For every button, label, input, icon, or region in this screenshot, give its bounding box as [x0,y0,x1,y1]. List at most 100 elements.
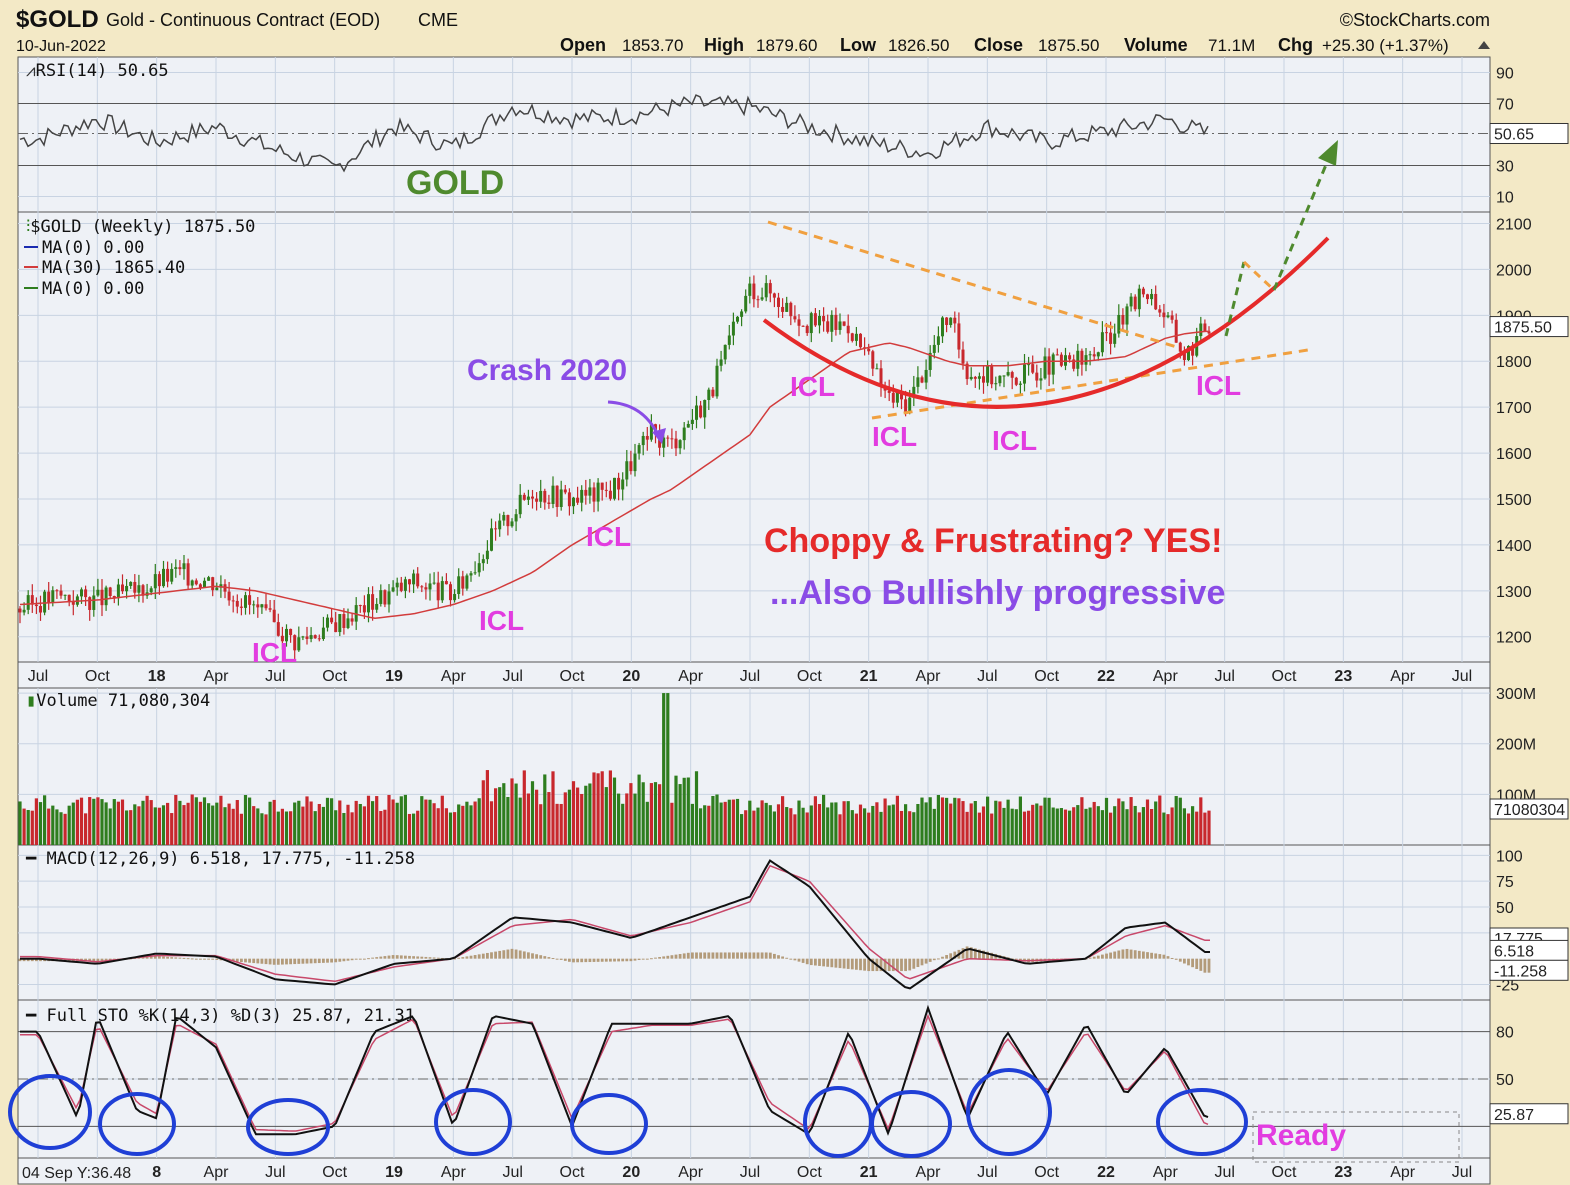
macd-histogram-bar [625,958,629,962]
volume-bar [100,799,104,845]
candle-body [1084,355,1088,365]
volume-bar [592,772,596,845]
x-label: Apr [916,668,942,685]
volume-bar [682,777,686,845]
macd-histogram-bar [846,958,850,969]
macd-histogram-bar [953,951,957,959]
volume-bar [465,801,469,845]
x-label-bottom: 19 [385,1164,403,1181]
macd-histogram-bar [818,958,821,966]
candle-body [1187,346,1190,361]
candle-body [604,489,608,491]
macd-histogram-bar [973,948,977,959]
macd-histogram-bar [744,952,748,959]
candle-body [1207,331,1211,334]
x-label: 18 [148,668,166,685]
volume-last-value-box [1489,798,1569,820]
macd-last-text: 6.518 [1494,943,1534,960]
x-label: Jul [502,668,522,685]
rsi-ytick: 70 [1496,97,1514,114]
instrument-name: Gold - Continuous Contract (EOD) [106,10,380,30]
candle-body [170,568,174,582]
candle-body [768,283,772,294]
candle-body [280,635,284,642]
macd-histogram-bar [1010,958,1014,960]
candle-body [543,490,547,503]
macd-histogram-bar [473,955,477,959]
y-axis-ticks: 9070301021002000190018001700160015001400… [1489,66,1569,1125]
volume-bar [125,810,129,845]
candle-body [481,559,485,564]
volume-bar [252,806,256,845]
macd-histogram-bar [391,955,395,959]
projection-arrow-head [1318,140,1338,166]
candle-body [395,582,399,588]
macd-histogram-bar [281,958,284,965]
volume-bar [781,796,785,845]
candle-body [613,477,616,499]
candle-body [289,628,293,636]
macd-histogram-bar [293,958,297,965]
volume-bar [1080,797,1084,845]
macd-histogram-bar [194,958,198,960]
candle-body [711,389,715,397]
volume-bar [198,801,202,845]
rsi-series [19,94,1209,173]
volume-bar [1162,812,1166,845]
candle-body [321,627,325,639]
candle-body [785,302,789,312]
macd-histogram-bar [1154,953,1158,959]
candle-body [994,383,998,385]
volume-bar [502,783,506,845]
macd-histogram-bar [1117,950,1121,959]
macd-histogram-bar [371,957,374,959]
candle-body [608,490,612,499]
volume-bar [1137,812,1141,845]
macd-histogram-bar [883,958,887,972]
candle-body [703,399,707,418]
macd-histogram-bar [379,956,383,959]
crash-arrow-head [652,428,666,444]
volume-bar [469,805,473,845]
volume-bar [207,803,211,845]
x-label-bottom: Apr [916,1164,942,1181]
macd-histogram-bar [158,956,161,959]
chg-label: Chg [1278,35,1313,55]
volume-bar [768,805,772,845]
macd-histogram-bar [613,958,616,962]
price-xaxis-band [17,661,1491,689]
volume-bar [182,805,186,845]
macd-histogram-bar [1109,952,1112,959]
x-label: Apr [204,668,230,685]
volume-bar [1145,799,1150,845]
price-last-value: 1875.50 [1489,316,1569,338]
macd-histogram-bar [588,958,592,963]
macd-histogram-bar [88,958,92,962]
candle-body [678,440,682,449]
x-label: Jul [265,668,285,685]
volume-bar [18,801,22,845]
volume-bar [809,805,813,845]
candle-body [371,594,375,610]
volume-bar [674,775,678,845]
macd-ytick: 50 [1496,900,1514,917]
macd-histogram-bar [358,958,362,960]
candle-body [1166,315,1170,318]
projection-up-2 [1272,159,1330,291]
x-label-bottom: 21 [860,1164,878,1181]
rsi-last-value-box [1489,122,1569,144]
volume-bar [949,803,953,845]
volume-value: 71.1M [1208,36,1255,55]
macd-histogram-bar [1191,958,1194,968]
volume-bar [559,803,563,845]
volume-bar [649,783,653,845]
macd-histogram-bar [703,952,707,959]
macd-ytick: 75 [1496,874,1514,891]
candle-body [998,375,1002,384]
macd-histogram-bar [842,958,846,969]
volume-bar [588,783,592,845]
price-ytick: 1800 [1496,354,1532,371]
candle-body [740,311,744,317]
x-label: Oct [85,668,110,685]
price-ytick: 1400 [1496,538,1532,555]
